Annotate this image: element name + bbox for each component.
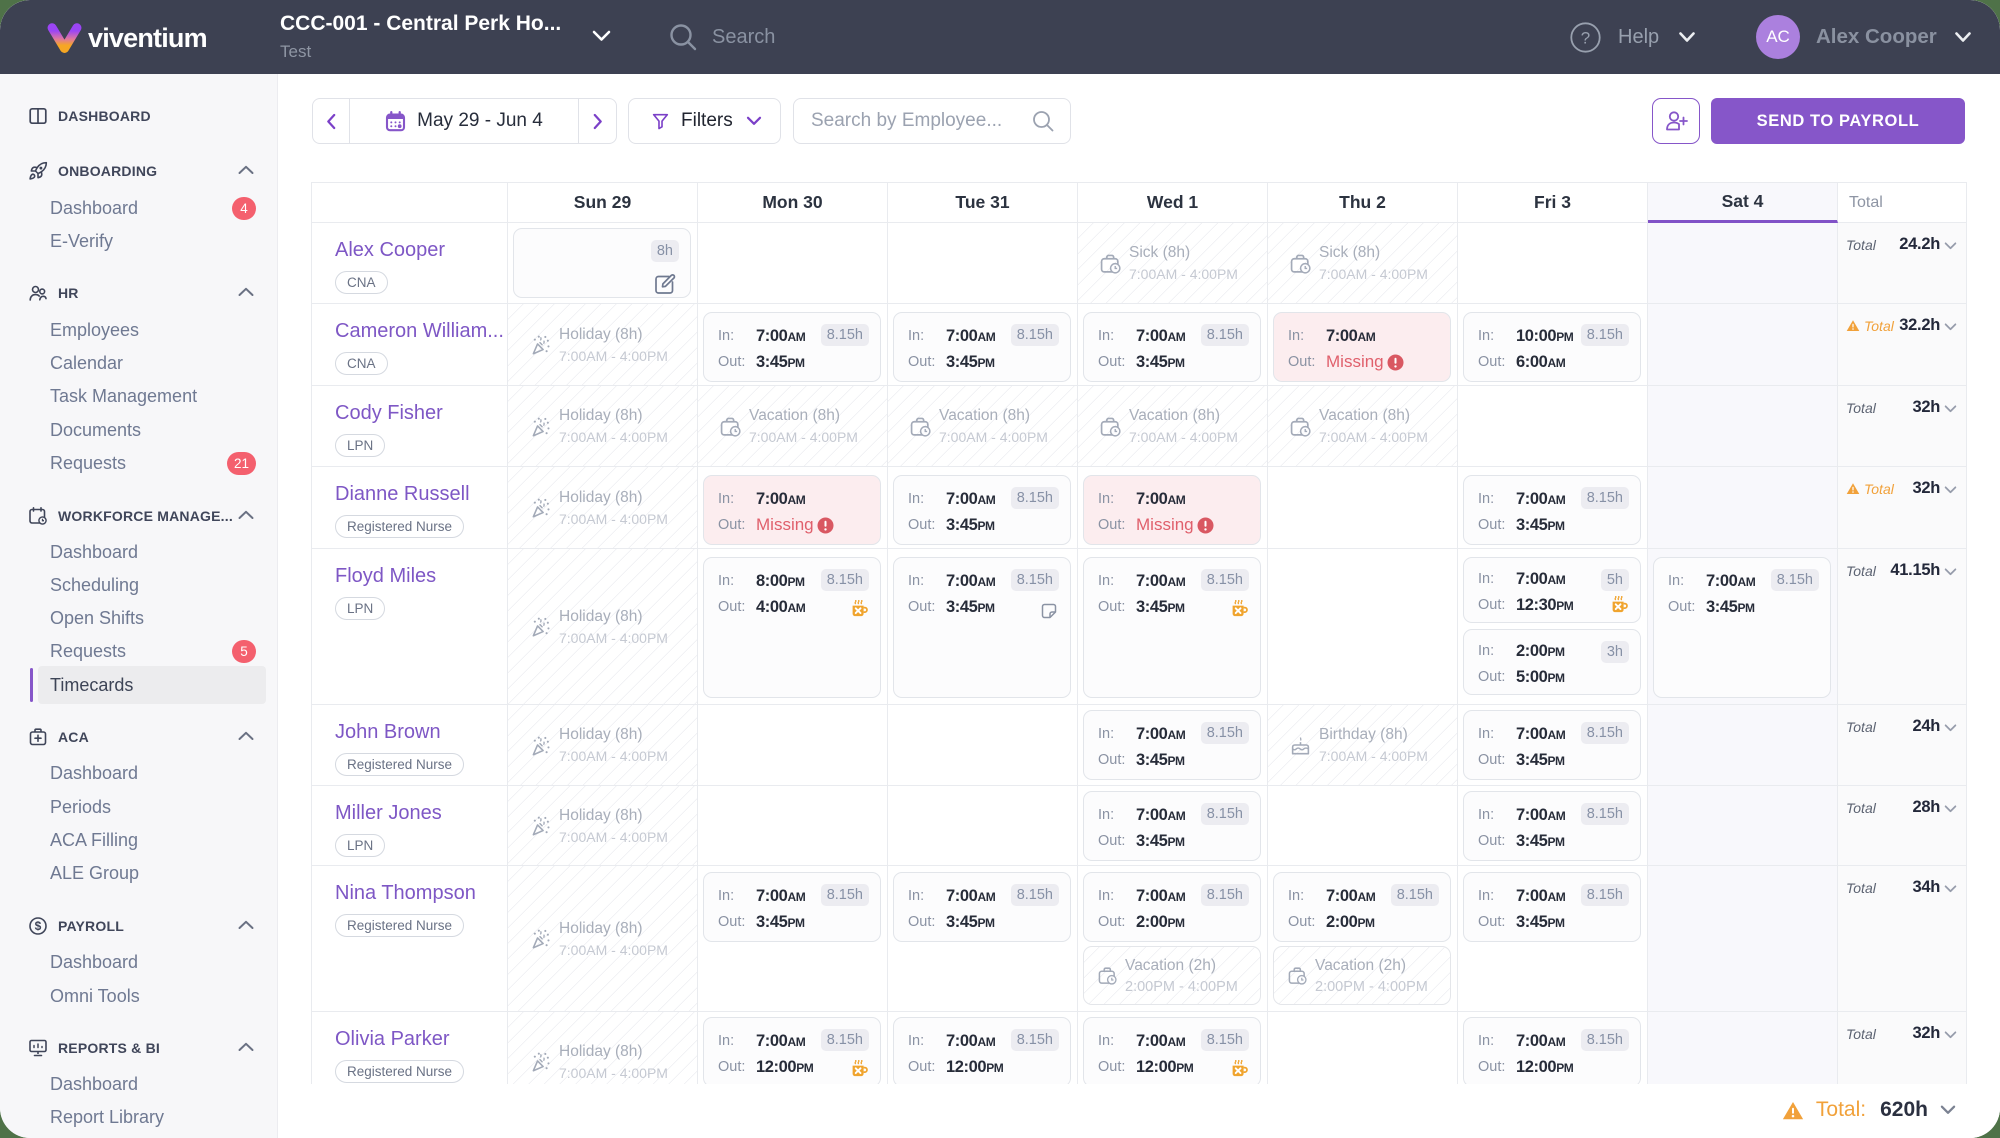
svg-text:$: $ (35, 919, 42, 933)
svg-text:?: ? (1581, 29, 1590, 48)
